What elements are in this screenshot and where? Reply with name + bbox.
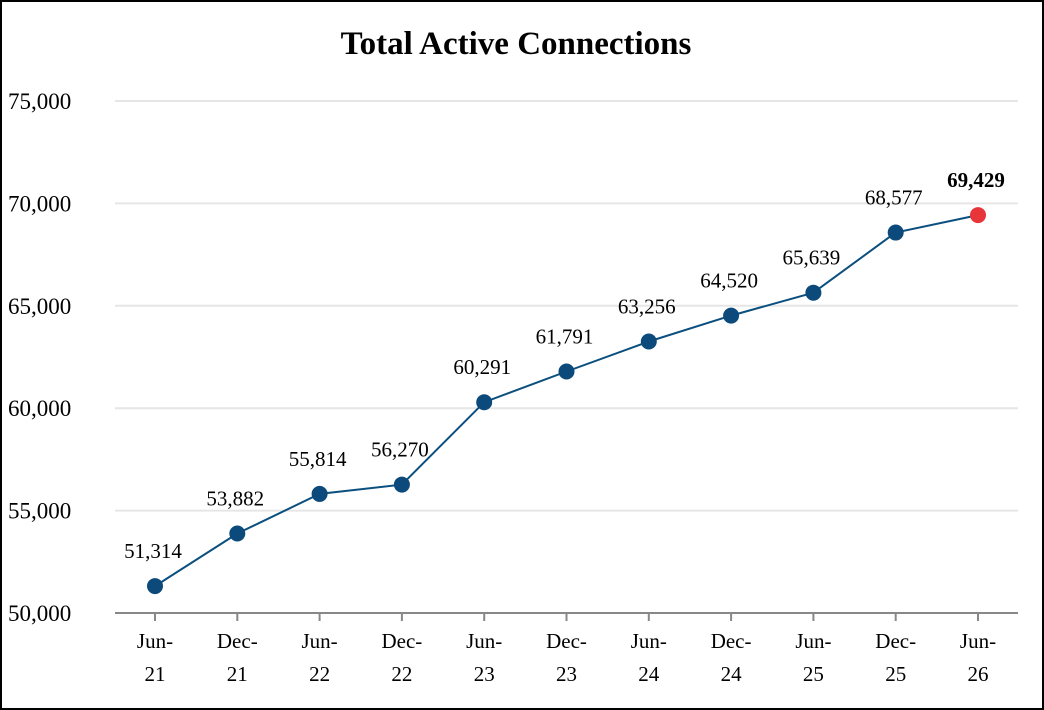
- data-point: [887, 224, 904, 241]
- x-tick-label-month: Jun-: [302, 629, 338, 653]
- data-point: [311, 485, 328, 502]
- x-tick-label-year: 24: [638, 662, 660, 686]
- data-point: [476, 394, 493, 411]
- x-tick-label-year: 24: [721, 662, 743, 686]
- x-tick-label-month: Dec-: [546, 629, 587, 653]
- highlight-data-point: [970, 207, 986, 224]
- data-point: [640, 333, 657, 350]
- data-point: [558, 363, 575, 380]
- series-line-layer: [154, 214, 979, 587]
- data-point: [723, 307, 740, 324]
- x-tick-label-year: 21: [227, 662, 248, 686]
- data-point: [229, 525, 246, 542]
- x-tick-label-year: 26: [968, 662, 989, 686]
- x-tick-label-year: 25: [885, 662, 906, 686]
- y-tick-label: 55,000: [8, 499, 71, 524]
- x-tick-label-month: Jun-: [631, 629, 667, 653]
- x-tick-label-month: Dec-: [217, 629, 258, 653]
- x-tick-label-month: Dec-: [875, 629, 916, 653]
- y-tick-label: 75,000: [8, 89, 71, 114]
- data-label: 51,314: [124, 539, 182, 563]
- x-tick-label-year: 25: [803, 662, 824, 686]
- data-label: 64,520: [700, 269, 758, 293]
- x-tick-label-year: 22: [391, 662, 412, 686]
- data-point: [147, 578, 163, 595]
- data-label: 69,429: [947, 168, 1005, 192]
- data-label: 68,577: [865, 186, 923, 210]
- data-label: 61,791: [536, 325, 594, 349]
- data-labels: 51,314 53,882 55,814 56,270 60,291 61,791 63,2…: [124, 168, 1005, 563]
- chart-title: Total Active Connections: [341, 26, 692, 62]
- x-tick-label-year: 23: [474, 662, 495, 686]
- x-tick-label-month: Dec-: [711, 629, 752, 653]
- data-label: 65,639: [783, 246, 841, 270]
- x-tick-label-month: Jun-: [466, 629, 502, 653]
- data-point: [805, 284, 822, 301]
- gridlines: [115, 100, 1018, 512]
- x-tick-label-month: Dec-: [381, 629, 422, 653]
- data-label: 56,270: [371, 438, 429, 462]
- x-tick-label-month: Jun-: [960, 629, 996, 653]
- data-label: 63,256: [618, 295, 676, 319]
- data-points: [147, 207, 986, 595]
- x-tick-label-month: Jun-: [137, 629, 173, 653]
- y-tick-label: 50,000: [8, 601, 71, 626]
- data-label: 53,882: [206, 486, 264, 510]
- y-tick-label: 60,000: [8, 396, 71, 421]
- y-tick-label: 70,000: [8, 191, 71, 216]
- y-tick-label: 65,000: [8, 294, 71, 319]
- series-line: [154, 214, 979, 587]
- data-point: [393, 476, 410, 493]
- data-label: 60,291: [453, 355, 511, 379]
- axes: 50,000 55,000 60,000 65,000 70,000 75,000 Jun-…: [8, 89, 1018, 686]
- x-tick-label-month: Jun-: [795, 629, 831, 653]
- data-label: 55,814: [289, 447, 347, 471]
- x-tick-label-year: 23: [556, 662, 577, 686]
- x-tick-label-year: 21: [145, 662, 166, 686]
- x-tick-label-year: 22: [309, 662, 330, 686]
